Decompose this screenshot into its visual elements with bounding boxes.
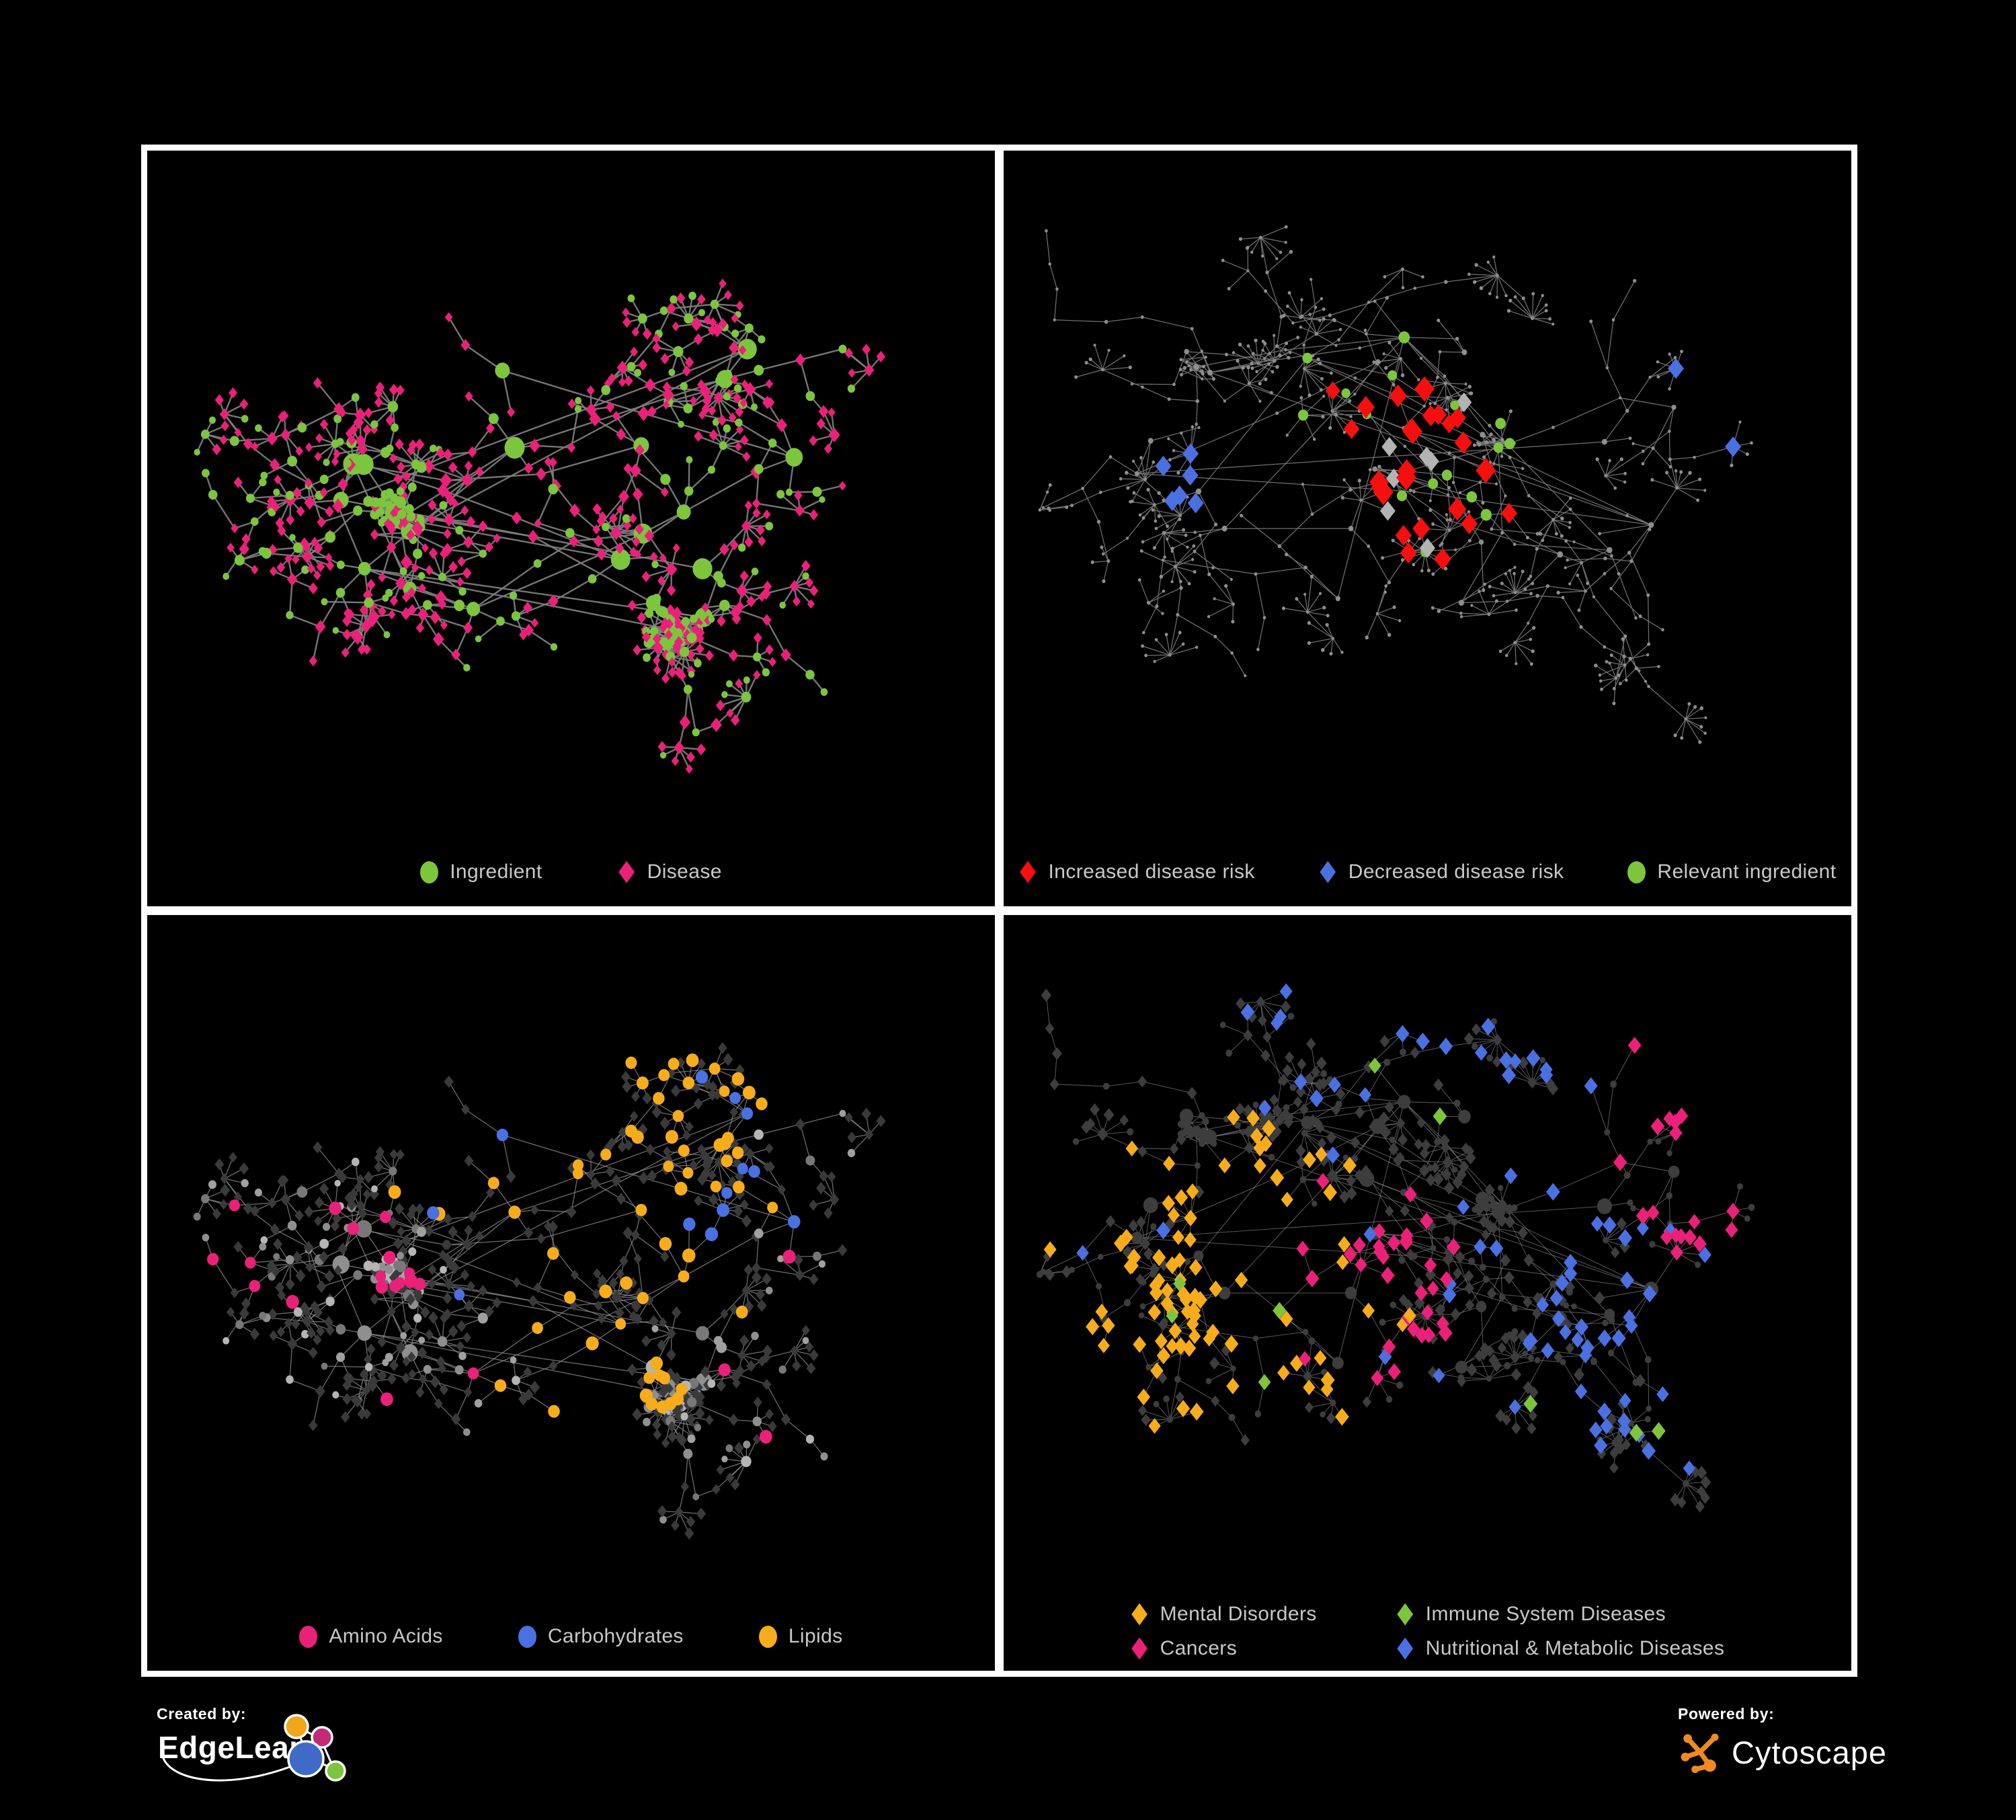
panel-disease-classes: Mental Disorders Immune System Diseases …: [1004, 915, 1851, 1671]
legend-item: Mental Disorders: [1131, 1603, 1317, 1626]
amino-acids-marker-icon: [299, 1625, 318, 1648]
legend-disease-risk: Increased disease risk Decreased disease…: [1004, 861, 1851, 883]
legend-ingredient-disease: Ingredient Disease: [147, 861, 995, 883]
edgeleap-logo-node-green: [325, 1760, 346, 1782]
cytoscape-wordmark: Cytoscape: [1732, 1734, 1888, 1770]
mental-disorders-marker-icon: [1131, 1603, 1147, 1626]
legend-label: Carbohydrates: [547, 1625, 684, 1647]
panel-grid: Ingredient Disease Increased disease ris…: [141, 145, 1857, 1677]
cytoscape-logo-node: [1681, 1752, 1690, 1762]
disease-marker-icon: [618, 861, 635, 883]
cytoscape-logo-node: [1691, 1766, 1699, 1774]
edgeleap-wordmark: EdgeLeap: [158, 1730, 309, 1765]
legend-nutrient-classes: Amino Acids Carbohydrates Lipids: [147, 1625, 995, 1648]
edgeleap-logo-node-magenta: [311, 1726, 333, 1749]
nutritional-diseases-marker-icon: [1397, 1637, 1414, 1660]
cytoscape-logo-node: [1683, 1734, 1693, 1743]
edgeleap-logo-edge: [319, 1738, 335, 1770]
created-by-label: Created by:: [157, 1705, 247, 1723]
network-canvas-risk: [1004, 151, 1851, 906]
legend-label: Mental Disorders: [1160, 1603, 1317, 1625]
powered-by-row: Cytoscape: [1678, 1729, 1906, 1776]
legend-item: Decreased disease risk: [1319, 861, 1564, 883]
network-canvas-disease-classes: [1004, 915, 1851, 1671]
legend-item: Lipids: [758, 1625, 843, 1648]
legend-label: Ingredient: [450, 861, 542, 883]
legend-label: Increased disease risk: [1048, 861, 1255, 883]
network-canvas-nutrients: [147, 915, 995, 1671]
legend-item: Nutritional & Metabolic Diseases: [1396, 1637, 1725, 1660]
legend-item: Relevant ingredient: [1627, 861, 1836, 883]
panel-ingredient-disease: Ingredient Disease: [147, 151, 995, 906]
legend-label: Disease: [647, 861, 722, 883]
powered-by-label: Powered by:: [1678, 1705, 1775, 1723]
created-by-block: Created by: EdgeLeap: [157, 1705, 378, 1813]
legend-item: Immune System Diseases: [1396, 1603, 1725, 1626]
legend-item: Disease: [618, 861, 722, 883]
legend-item: Amino Acids: [299, 1625, 442, 1648]
decreased-risk-marker-icon: [1320, 861, 1336, 883]
legend-label: Lipids: [788, 1625, 843, 1647]
ingredient-marker-icon: [420, 861, 439, 883]
increased-risk-marker-icon: [1020, 861, 1036, 883]
network-canvas-type: [147, 151, 995, 906]
legend-label: Decreased disease risk: [1348, 861, 1564, 883]
legend-label: Amino Acids: [329, 1625, 443, 1647]
legend-disease-classes: Mental Disorders Immune System Diseases …: [1004, 1603, 1851, 1660]
cancers-marker-icon: [1131, 1637, 1147, 1660]
panel-nutrient-classes: Amino Acids Carbohydrates Lipids: [147, 915, 995, 1671]
cytoscape-logo-node: [1703, 1759, 1716, 1772]
cytoscape-logo: [1681, 1733, 1719, 1774]
relevant-ingredient-marker-icon: [1627, 861, 1646, 883]
legend-label: Immune System Diseases: [1425, 1603, 1666, 1625]
immune-diseases-marker-icon: [1397, 1603, 1414, 1626]
legend-item: Cancers: [1131, 1637, 1317, 1660]
legend-label: Nutritional & Metabolic Diseases: [1425, 1637, 1725, 1659]
cytoscape-logo-node: [1711, 1733, 1719, 1741]
lipids-marker-icon: [758, 1625, 777, 1648]
legend-item: Carbohydrates: [518, 1625, 684, 1648]
edgeleap-logo-edge: [306, 1738, 322, 1757]
carbohydrates-marker-icon: [518, 1625, 536, 1648]
legend-label: Cancers: [1160, 1637, 1238, 1659]
panel-disease-risk: Increased disease risk Decreased disease…: [1004, 151, 1851, 906]
legend-label: Relevant ingredient: [1657, 861, 1837, 883]
legend-item: Ingredient: [420, 861, 542, 883]
edgeleap-logo-edge: [307, 1755, 335, 1771]
powered-by-block: Powered by: Cytoscape: [1678, 1705, 1906, 1786]
legend-item: Increased disease risk: [1019, 861, 1255, 883]
